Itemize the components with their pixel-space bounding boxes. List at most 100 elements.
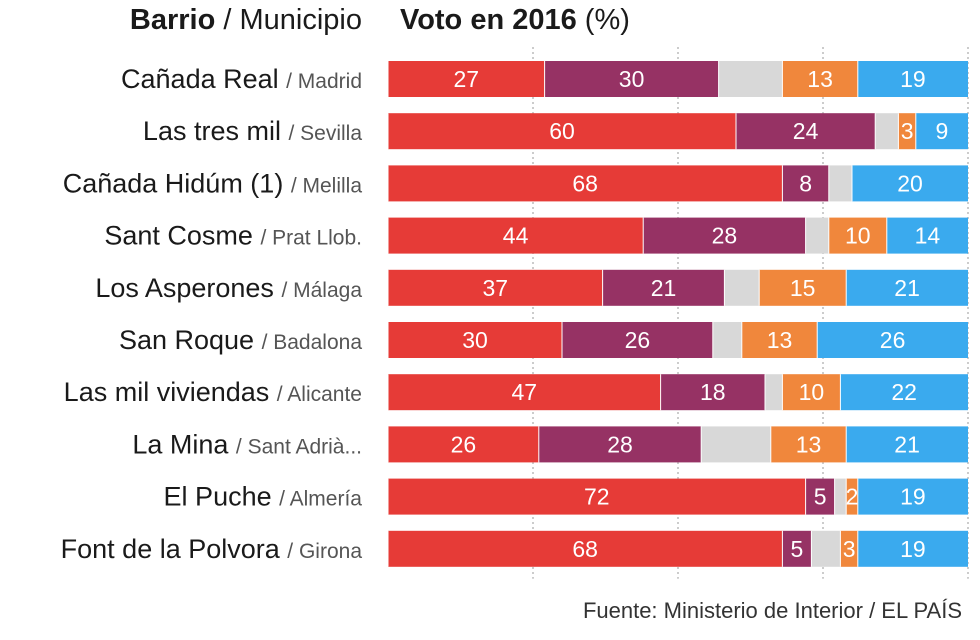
row-label-municipio: / Alicante — [277, 383, 362, 406]
data-label: 14 — [915, 223, 941, 249]
row-label-barrio: Font de la Polvora — [61, 534, 288, 564]
row-label: Los Asperones / Málaga — [95, 273, 362, 303]
header-separator: / — [215, 4, 240, 36]
row-label: Sant Cosme / Prat Llob. — [104, 221, 362, 251]
row-label-municipio: / Sevilla — [288, 122, 362, 145]
bar-segment-pp — [846, 426, 968, 463]
data-label: 5 — [791, 536, 804, 562]
bar-segment-cs — [898, 113, 916, 150]
data-label: 3 — [901, 118, 914, 144]
data-label: 10 — [845, 223, 871, 249]
data-label: 13 — [796, 431, 822, 457]
row-label-barrio: La Mina — [132, 429, 236, 459]
bar-segment-pp — [915, 113, 968, 150]
data-label: 15 — [790, 275, 816, 301]
bar-segment-pp — [857, 61, 968, 97]
chart-title-bold: Voto en 2016 — [400, 4, 577, 36]
bar-segment-cs — [846, 478, 858, 515]
data-label: 8 — [799, 170, 812, 196]
bar-segment-pp — [846, 269, 968, 306]
bar-segment-psoe — [388, 61, 545, 97]
row-label-barrio: Los Asperones — [95, 273, 281, 303]
bar-segment-pp — [840, 374, 968, 411]
bar-segment-psoe — [388, 530, 783, 567]
data-label: 10 — [799, 379, 825, 405]
row-label-barrio: San Roque — [119, 325, 262, 355]
bar-segment-cs — [741, 322, 818, 358]
bar-segment-cs — [828, 217, 887, 254]
row-label: San Roque / Badalona — [119, 325, 362, 355]
bar-segment-cs — [840, 530, 858, 567]
data-label: 19 — [900, 66, 926, 92]
data-label: 27 — [454, 66, 480, 92]
data-label: 60 — [549, 118, 575, 144]
bar-segment-pp — [857, 478, 968, 515]
bar-segment-other — [724, 269, 760, 306]
bar-segment-psoe — [388, 374, 661, 411]
data-label: 21 — [894, 275, 920, 301]
data-label: 5 — [814, 484, 827, 510]
bar-segment-psoe — [388, 165, 783, 202]
bar-segment-podemos — [782, 165, 829, 202]
row-label-municipio: / Badalona — [262, 331, 363, 354]
data-label: 44 — [503, 223, 529, 249]
bar-segment-psoe — [388, 478, 806, 515]
row-label-municipio: / Almería — [279, 488, 362, 511]
data-label: 26 — [451, 431, 477, 457]
bar-segment-podemos — [562, 322, 713, 358]
bar-segment-other — [811, 530, 841, 567]
data-label: 9 — [936, 118, 949, 144]
bar-segment-psoe — [388, 322, 562, 358]
data-label: 3 — [843, 536, 856, 562]
data-label: 28 — [607, 431, 633, 457]
bar-segment-psoe — [388, 113, 736, 150]
data-label: 26 — [880, 327, 906, 353]
row-label: Font de la Polvora / Girona — [61, 534, 363, 564]
bar-segment-other — [718, 61, 783, 97]
bar-segment-other — [765, 374, 783, 411]
bar-segment-podemos — [805, 478, 835, 515]
row-label: La Mina / Sant Adrià... — [132, 429, 362, 459]
data-label: 68 — [572, 170, 598, 196]
data-label: 20 — [897, 170, 923, 196]
bar-segment-podemos — [538, 426, 702, 463]
source-note: Fuente: Ministerio de Interior / EL PAÍS — [582, 598, 962, 623]
bar-segment-pp — [817, 322, 968, 358]
bar-segment-cs — [782, 61, 858, 97]
bar-segment-other — [875, 113, 899, 150]
bar-segment-podemos — [544, 61, 719, 97]
bar-segment-psoe — [388, 269, 603, 306]
data-label: 68 — [572, 536, 598, 562]
chart-title-unit: (%) — [576, 4, 630, 36]
data-label: 21 — [894, 431, 920, 457]
data-label: 24 — [793, 118, 819, 144]
bar-segment-other — [828, 165, 852, 202]
row-label-barrio: Las mil viviendas — [64, 377, 277, 407]
row-label-municipio: / Melilla — [291, 174, 363, 197]
bar-segment-psoe — [388, 426, 539, 463]
data-label: 13 — [807, 66, 833, 92]
data-label: 37 — [483, 275, 509, 301]
row-label: Las tres mil / Sevilla — [143, 116, 362, 146]
bar-segment-podemos — [660, 374, 765, 411]
bar-segment-cs — [770, 426, 847, 463]
bar-segment-other — [834, 478, 847, 515]
row-label-barrio: Las tres mil — [143, 116, 289, 146]
data-label: 28 — [712, 223, 738, 249]
data-label: 72 — [584, 484, 610, 510]
row-label-barrio: Cañada Real — [121, 64, 286, 94]
header-municipio: Municipio — [239, 4, 363, 36]
row-label: Cañada Hidúm (1) / Melilla — [63, 168, 363, 198]
data-label: 18 — [700, 379, 726, 405]
row-label-barrio: El Puche — [164, 482, 280, 512]
data-label: 47 — [512, 379, 538, 405]
bar-segment-other — [712, 322, 742, 358]
bar-segment-cs — [782, 374, 841, 411]
bar-segment-pp — [886, 217, 968, 254]
header-barrio-municipio: Barrio / Municipio — [130, 4, 362, 37]
row-label: El Puche / Almería — [164, 482, 363, 512]
chart-title: Voto en 2016 (%) — [400, 4, 630, 37]
bar-segment-other — [805, 217, 829, 254]
data-label: 30 — [619, 66, 645, 92]
